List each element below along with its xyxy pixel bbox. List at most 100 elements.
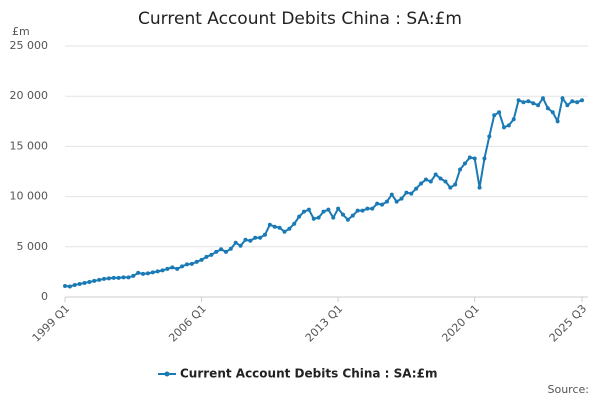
data-point: [433, 172, 438, 177]
x-tick-label: 2006 Q1: [166, 302, 209, 345]
data-point: [545, 106, 550, 111]
data-point: [453, 182, 458, 187]
data-point: [72, 282, 77, 287]
data-point: [414, 186, 419, 191]
data-point: [67, 284, 72, 289]
data-point: [97, 277, 102, 282]
data-point: [511, 117, 516, 122]
data-point: [116, 275, 121, 280]
data-point: [126, 275, 131, 280]
data-point: [482, 156, 487, 161]
data-point: [467, 155, 472, 160]
data-point: [131, 273, 136, 278]
data-point: [389, 192, 394, 197]
data-point: [409, 191, 414, 196]
data-point: [570, 99, 575, 104]
data-point: [248, 238, 253, 243]
data-point: [292, 221, 297, 226]
y-tick-label: 15 000: [10, 139, 49, 152]
data-point: [267, 222, 272, 227]
data-point: [580, 98, 584, 103]
y-unit-label: £m: [12, 25, 30, 38]
data-point: [287, 226, 292, 231]
data-point: [306, 207, 311, 212]
data-point: [487, 134, 492, 139]
data-point: [77, 281, 82, 286]
data-point: [428, 179, 433, 184]
y-tick-label: 10 000: [10, 190, 49, 203]
data-point: [258, 235, 263, 240]
data-point: [92, 278, 97, 283]
data-point: [443, 179, 448, 184]
data-point: [63, 283, 67, 288]
legend-label: Current Account Debits China : SA:£m: [180, 367, 437, 381]
data-point: [384, 199, 389, 204]
data-point: [160, 268, 165, 273]
data-point: [170, 265, 175, 270]
data-point: [223, 249, 228, 254]
data-point: [419, 181, 424, 186]
data-point: [550, 110, 555, 115]
data-point: [165, 266, 170, 271]
data-point: [560, 96, 565, 101]
data-point: [272, 224, 277, 229]
data-point: [462, 161, 467, 166]
data-point: [238, 243, 243, 248]
data-point: [82, 280, 87, 285]
chart-title: Current Account Debits China : SA:£m: [138, 9, 462, 29]
data-point: [394, 199, 399, 204]
data-point: [536, 103, 541, 108]
data-point: [189, 261, 194, 266]
data-point: [233, 240, 238, 245]
data-point: [336, 206, 341, 211]
x-tick-label: 1999 Q1: [30, 302, 73, 345]
data-point: [301, 209, 306, 214]
data-point: [121, 275, 126, 280]
data-point: [565, 103, 570, 108]
data-point: [448, 185, 453, 190]
data-point: [404, 190, 409, 195]
data-point: [370, 206, 375, 211]
y-tick-label: 5 000: [17, 240, 49, 253]
data-point: [355, 208, 360, 213]
source-label: Source:: [548, 383, 590, 396]
data-point: [262, 232, 267, 237]
legend-marker: [164, 371, 170, 377]
data-point: [575, 100, 580, 105]
y-tick-label: 20 000: [10, 89, 49, 102]
data-point: [326, 207, 331, 212]
data-point: [155, 269, 160, 274]
data-point: [136, 270, 141, 275]
data-point: [311, 216, 316, 221]
data-point: [297, 214, 302, 219]
data-point: [199, 257, 204, 262]
data-point: [214, 249, 219, 254]
data-point: [102, 276, 107, 281]
data-point: [341, 212, 346, 217]
data-point: [219, 247, 224, 252]
data-point: [175, 266, 180, 271]
data-point: [360, 208, 365, 213]
data-point: [492, 113, 497, 118]
data-point: [194, 259, 199, 264]
x-tick-label: 2020 Q1: [439, 302, 482, 345]
data-point: [321, 209, 326, 214]
data-point: [375, 201, 380, 206]
data-point: [423, 177, 428, 182]
data-point: [145, 271, 150, 276]
data-point: [180, 264, 185, 269]
y-tick-label: 0: [41, 290, 48, 303]
data-point: [472, 156, 477, 161]
data-point: [458, 167, 463, 172]
data-point: [399, 196, 404, 201]
data-point: [497, 110, 502, 115]
data-point: [204, 254, 209, 259]
data-point: [184, 262, 189, 267]
data-point: [253, 235, 258, 240]
data-point: [345, 217, 350, 222]
data-point: [282, 229, 287, 234]
data-point: [350, 213, 355, 218]
data-point: [106, 276, 111, 281]
data-point: [111, 275, 116, 280]
